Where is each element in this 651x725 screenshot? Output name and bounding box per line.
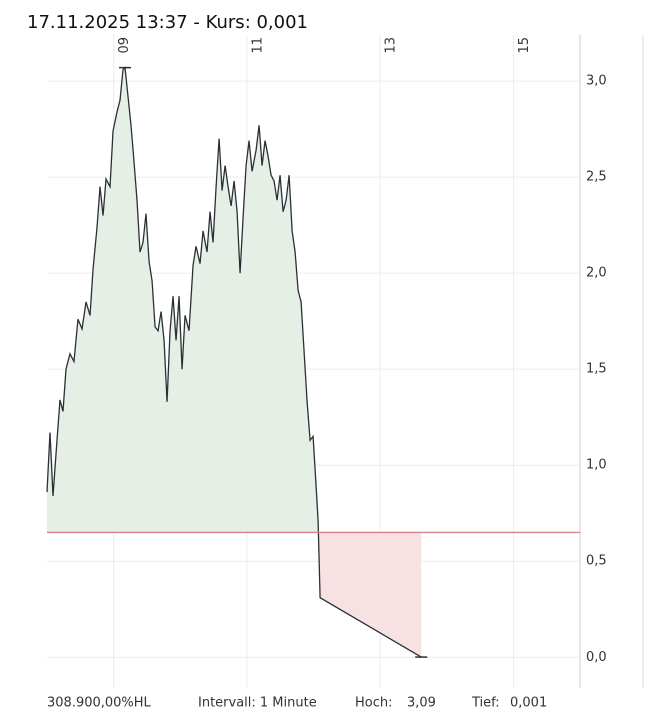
high-label: Hoch:	[355, 696, 393, 711]
y-tick-label: 2,5	[586, 170, 607, 185]
y-tick-label: 3,0	[586, 74, 607, 89]
high-value: 3,09	[407, 696, 436, 711]
chart-title: 17.11.2025 13:37 - Kurs: 0,001	[27, 12, 308, 33]
y-tick-label: 1,5	[586, 362, 607, 377]
y-tick-label: 2,0	[586, 266, 607, 281]
low-value: 0,001	[510, 696, 547, 711]
x-tick-label: 15	[517, 37, 532, 54]
x-tick-label: 13	[384, 37, 399, 54]
y-tick-label: 0,5	[586, 554, 607, 569]
x-tick-label: 11	[250, 37, 265, 54]
price-line	[46, 66, 422, 658]
area-above	[47, 67, 422, 533]
y-tick-label: 0,0	[586, 650, 607, 665]
y-tick-label: 1,0	[586, 458, 607, 473]
x-tick-label: 09	[117, 37, 132, 54]
area-below	[47, 532, 422, 658]
interval-text: Intervall: 1 Minute	[198, 696, 317, 711]
range-text: 308.900,00%HL	[47, 696, 152, 711]
low-label: Tief:	[471, 696, 500, 711]
